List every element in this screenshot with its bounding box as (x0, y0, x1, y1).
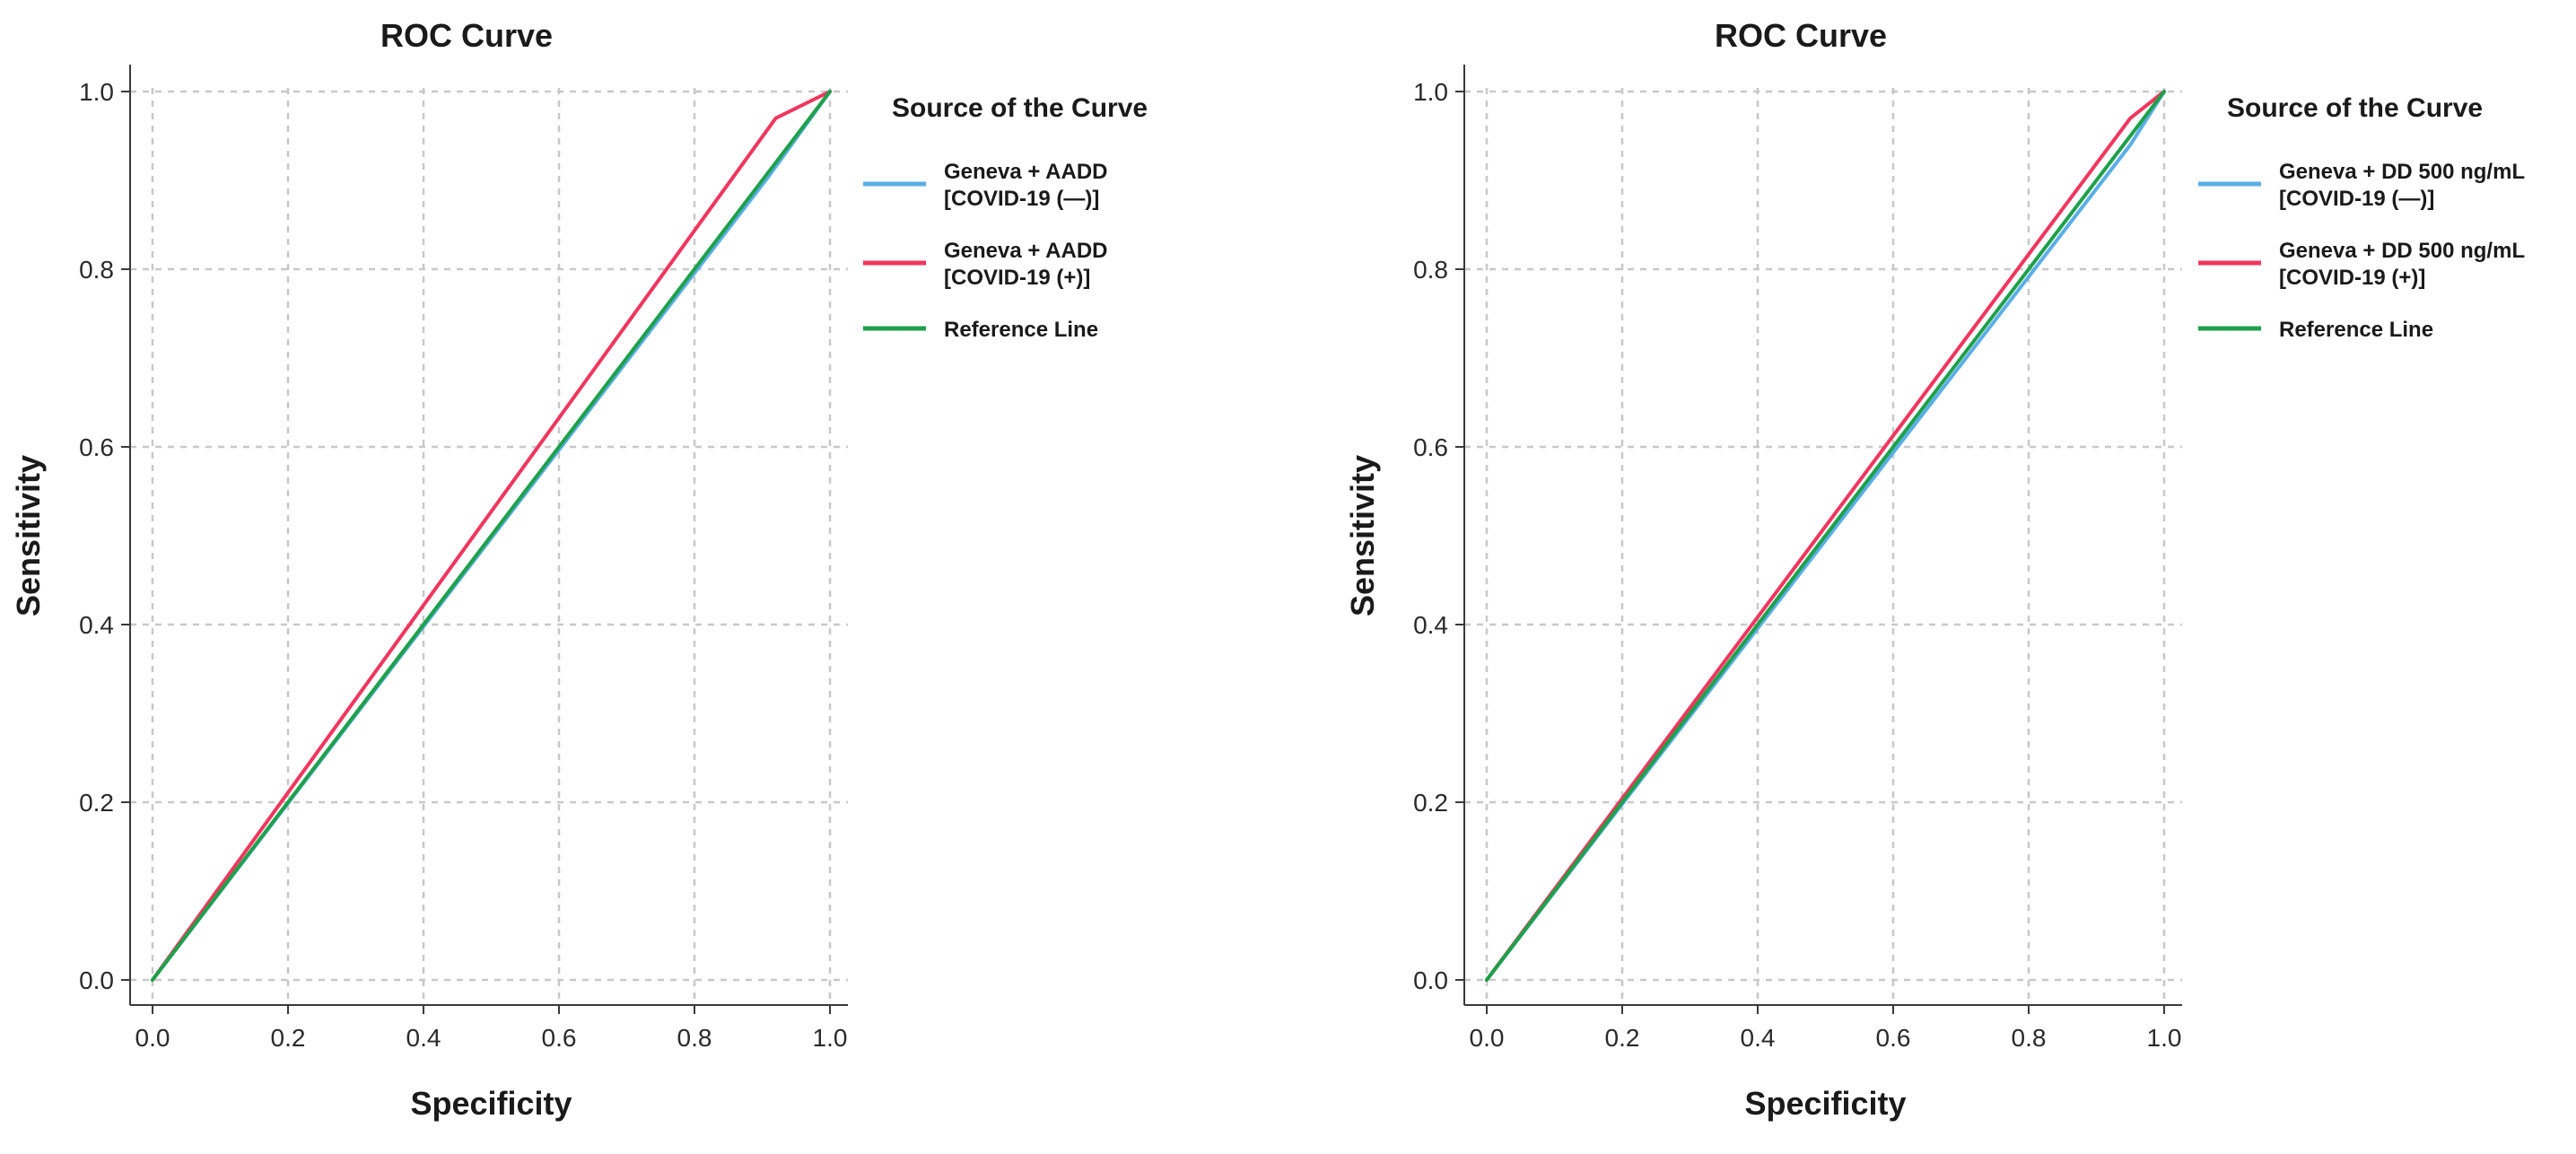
y-tick-label: 0.2 (1413, 789, 1448, 817)
y-tick-label: 0.8 (79, 256, 114, 284)
legend: Source of the Curve Geneva + AADD [COVID-1… (863, 93, 1148, 342)
legend-label: [COVID-19 (+)] (2279, 266, 2425, 290)
y-tick-label: 0.2 (79, 789, 114, 817)
roc-chart-right: 0.0 0.2 0.4 0.6 0.8 1.0 0.0 0.2 0.4 0.6 0.8 1.0 ROC … (1344, 17, 2525, 1122)
y-tick-label: 0.6 (1413, 433, 1448, 461)
legend-label: Geneva + AADD (944, 160, 1108, 184)
legend-label: Geneva + AADD (944, 239, 1108, 263)
legend-label: Reference Line (2279, 318, 2433, 342)
y-tick-label: 0.4 (79, 611, 114, 639)
grid (1464, 88, 2182, 1005)
x-tick-label: 0.6 (1876, 1024, 1911, 1052)
plot-area (151, 90, 832, 982)
x-tick-label: 0.4 (406, 1024, 441, 1052)
y-tick-label: 0.8 (1413, 256, 1448, 284)
roc-chart-left: 0.0 0.2 0.4 0.6 0.8 1.0 0.0 0.2 0.4 0.6 0.8 1.0 ROC … (10, 17, 1148, 1122)
x-tick-label: 0.0 (1470, 1024, 1505, 1052)
x-tick-label: 0.8 (677, 1024, 712, 1052)
plot-area (1485, 90, 2166, 982)
x-tick-label: 1.0 (2147, 1024, 2182, 1052)
legend-title: Source of the Curve (892, 93, 1148, 123)
chart-title: ROC Curve (1715, 17, 1887, 54)
grid (130, 88, 848, 1005)
y-axis-label: Sensitivity (10, 455, 47, 616)
y-tick-label: 0.0 (1413, 966, 1448, 994)
reference-line (1485, 90, 2166, 982)
legend-label: Geneva + DD 500 ng/mL (2279, 160, 2525, 184)
x-axis-label: Specificity (1744, 1085, 1906, 1122)
legend-label: [COVID-19 (—)] (944, 187, 1099, 211)
y-tick-label: 0.0 (79, 966, 114, 994)
x-tick-label: 0.0 (135, 1024, 170, 1052)
roc-series-line (1485, 90, 2166, 982)
x-tick-label: 0.6 (542, 1024, 577, 1052)
legend: Source of the Curve Geneva + DD 500 ng/mL… (2198, 93, 2525, 342)
legend-label: Reference Line (944, 318, 1098, 342)
legend-title: Source of the Curve (2227, 93, 2483, 123)
y-axis-label: Sensitivity (1344, 455, 1381, 616)
legend-label: [COVID-19 (—)] (2279, 187, 2434, 211)
y-tick-label: 1.0 (79, 78, 114, 106)
x-tick-label: 1.0 (813, 1024, 848, 1052)
legend-label: Geneva + DD 500 ng/mL (2279, 239, 2525, 263)
reference-line (151, 90, 832, 982)
roc-series-line (151, 90, 832, 982)
y-tick-label: 0.4 (1413, 611, 1448, 639)
legend-label: [COVID-19 (+)] (944, 266, 1090, 290)
y-tick-label: 0.6 (79, 433, 114, 461)
y-tick-label: 1.0 (1413, 78, 1448, 106)
x-tick-label: 0.2 (271, 1024, 306, 1052)
roc-series-line (1485, 90, 2166, 982)
x-tick-label: 0.8 (2012, 1024, 2047, 1052)
x-tick-label: 0.2 (1605, 1024, 1640, 1052)
chart-title: ROC Curve (380, 17, 553, 54)
x-axis-label: Specificity (410, 1085, 572, 1122)
x-tick-label: 0.4 (1741, 1024, 1776, 1052)
